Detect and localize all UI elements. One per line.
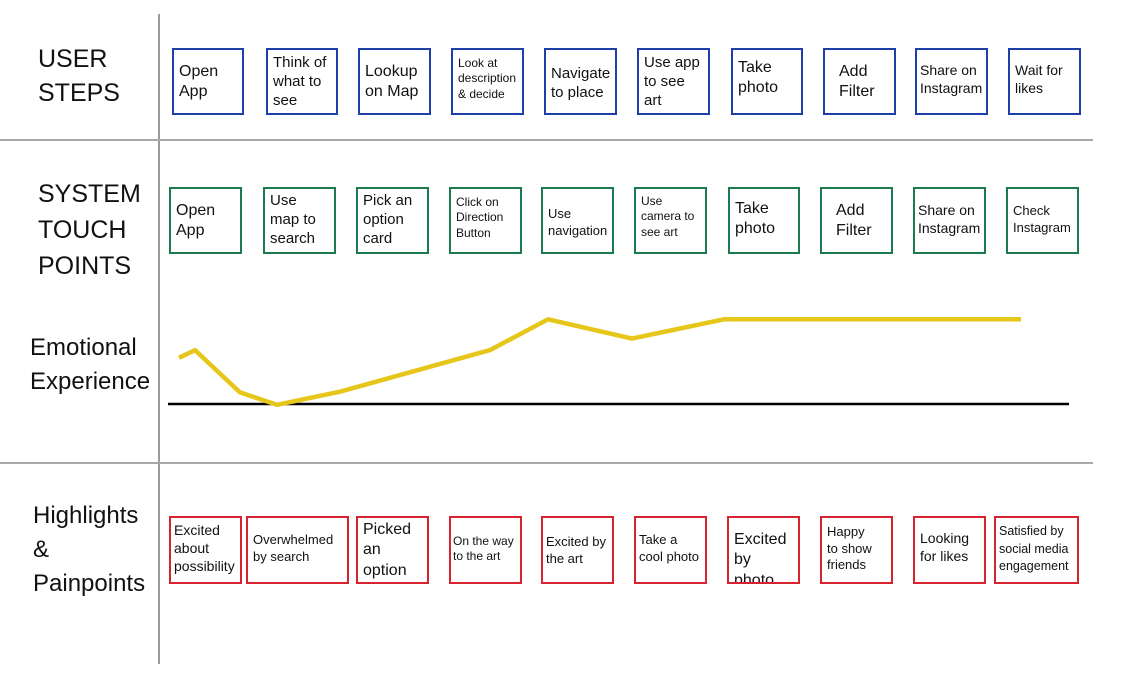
touch-point-box: Open App: [169, 187, 242, 254]
user-step-text: Add Filter: [839, 63, 875, 101]
user-step-text: Wait for likes: [1015, 62, 1063, 96]
highlight-text: Overwhelmed by search: [253, 532, 334, 564]
row-label-line: STEPS: [38, 79, 120, 107]
touch-point-text: Take photo: [735, 200, 776, 238]
touch-point-text: Use map to search: [270, 192, 316, 248]
highlight-text: Happy to show friends: [827, 524, 872, 573]
highlight-box: Happy to show friends: [820, 516, 893, 584]
touch-point-box: Share on Instagram: [913, 187, 986, 254]
user-step-box: Think of what to see: [266, 48, 338, 115]
touch-point-box: Use camera to see art: [634, 187, 707, 254]
highlight-box: On the way to the art: [449, 516, 522, 584]
touch-point-box: Take photo: [728, 187, 800, 254]
row-label-system-touch-points: SYSTEM TOUCH POINTS: [38, 176, 196, 284]
highlight-box: Excited about possibility: [169, 516, 242, 584]
touch-point-text: Check Instagram: [1013, 203, 1071, 235]
user-step-box: Wait for likes: [1008, 48, 1081, 115]
user-step-box: Lookup on Map: [358, 48, 431, 115]
user-step-text: Use app to see art: [644, 54, 700, 110]
highlight-text: Excited about possibility: [174, 522, 235, 574]
user-step-box: Take photo: [731, 48, 803, 115]
row-divider-1: [0, 139, 1093, 141]
user-step-text: Think of what to see: [273, 54, 327, 110]
row-label-line: POINTS: [38, 252, 132, 280]
row-label-line: Painpoints: [33, 570, 146, 597]
touch-point-text: Use navigation: [548, 206, 608, 238]
user-step-text: Open App: [179, 63, 219, 101]
user-step-text: Lookup on Map: [365, 63, 419, 101]
row-label-line: Experience: [30, 368, 151, 395]
row-label-user-steps: USER STEPS: [38, 42, 196, 110]
user-step-text: Take photo: [738, 59, 779, 97]
row-label-highlights: Highlights & Painpoints: [33, 499, 191, 601]
touch-point-text: Pick an option card: [363, 192, 413, 248]
touch-point-text: Share on Instagram: [918, 202, 981, 236]
touch-point-text: Add Filter: [836, 202, 872, 240]
highlight-text: Satisfied by social media engagement: [999, 524, 1069, 573]
highlight-box: Picked an option: [356, 516, 429, 584]
touch-point-text: Use camera to see art: [641, 194, 695, 239]
touch-point-box: Use map to search: [263, 187, 336, 254]
touch-point-box: Use navigation: [541, 187, 614, 254]
highlight-box: Excited by photo: [727, 516, 800, 584]
highlight-box: Excited by the art: [541, 516, 614, 584]
user-step-text: Share on Instagram: [920, 62, 983, 96]
touch-point-text: Open App: [176, 202, 216, 240]
row-label-line: Emotional: [30, 334, 137, 361]
highlight-text: Picked an option: [363, 521, 412, 579]
highlight-text: Take a cool photo: [639, 532, 699, 564]
touch-point-box: Check Instagram: [1006, 187, 1079, 254]
emotion-curve-line: [178, 317, 1021, 408]
row-label-emotional-experience: Emotional Experience: [30, 331, 188, 399]
row-label-line: USER: [38, 45, 108, 73]
vertical-divider: [158, 14, 160, 664]
highlight-box: Looking for likes: [913, 516, 986, 584]
row-label-line: SYSTEM: [38, 180, 141, 208]
row-label-line: &: [33, 536, 50, 563]
highlight-box: Satisfied by social media engagement: [994, 516, 1079, 584]
row-divider-2: [0, 462, 1093, 464]
touch-point-box: Click on Direction Button: [449, 187, 522, 254]
row-label-line: Highlights: [33, 502, 139, 529]
highlight-text: Excited by the art: [546, 534, 606, 566]
user-step-box: Share on Instagram: [915, 48, 988, 115]
touch-point-text: Click on Direction Button: [456, 195, 504, 240]
row-label-line: TOUCH: [38, 216, 127, 244]
user-step-box: Look at description & decide: [451, 48, 524, 115]
user-step-box: Use app to see art: [637, 48, 710, 115]
highlight-box: Overwhelmed by search: [246, 516, 349, 584]
touch-point-box: Pick an option card: [356, 187, 429, 254]
user-step-text: Look at description & decide: [458, 56, 517, 101]
highlight-text: Excited by photo: [734, 531, 787, 584]
highlight-text: On the way to the art: [453, 534, 514, 564]
highlight-text: Looking for likes: [920, 530, 970, 564]
user-step-box: Navigate to place: [544, 48, 617, 115]
user-step-box: Add Filter: [823, 48, 896, 115]
touch-point-box: Add Filter: [820, 187, 893, 254]
highlight-box: Take a cool photo: [634, 516, 707, 584]
user-step-box: Open App: [172, 48, 244, 115]
user-step-text: Navigate to place: [551, 65, 611, 102]
